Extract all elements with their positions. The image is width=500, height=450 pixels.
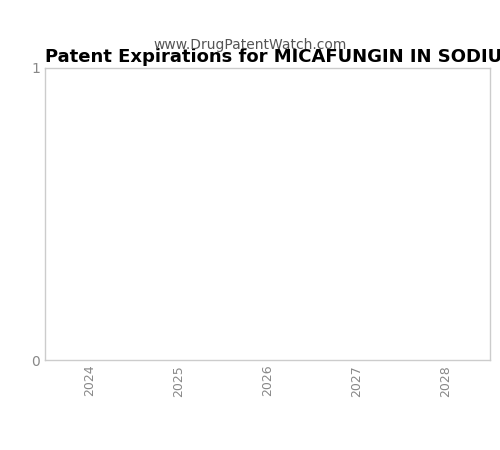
- Text: www.DrugPatentWatch.com: www.DrugPatentWatch.com: [154, 38, 346, 52]
- Text: Patent Expirations for MICAFUNGIN IN SODIUM CHLORIDE 0.9%: Patent Expirations for MICAFUNGIN IN SOD…: [45, 48, 500, 66]
